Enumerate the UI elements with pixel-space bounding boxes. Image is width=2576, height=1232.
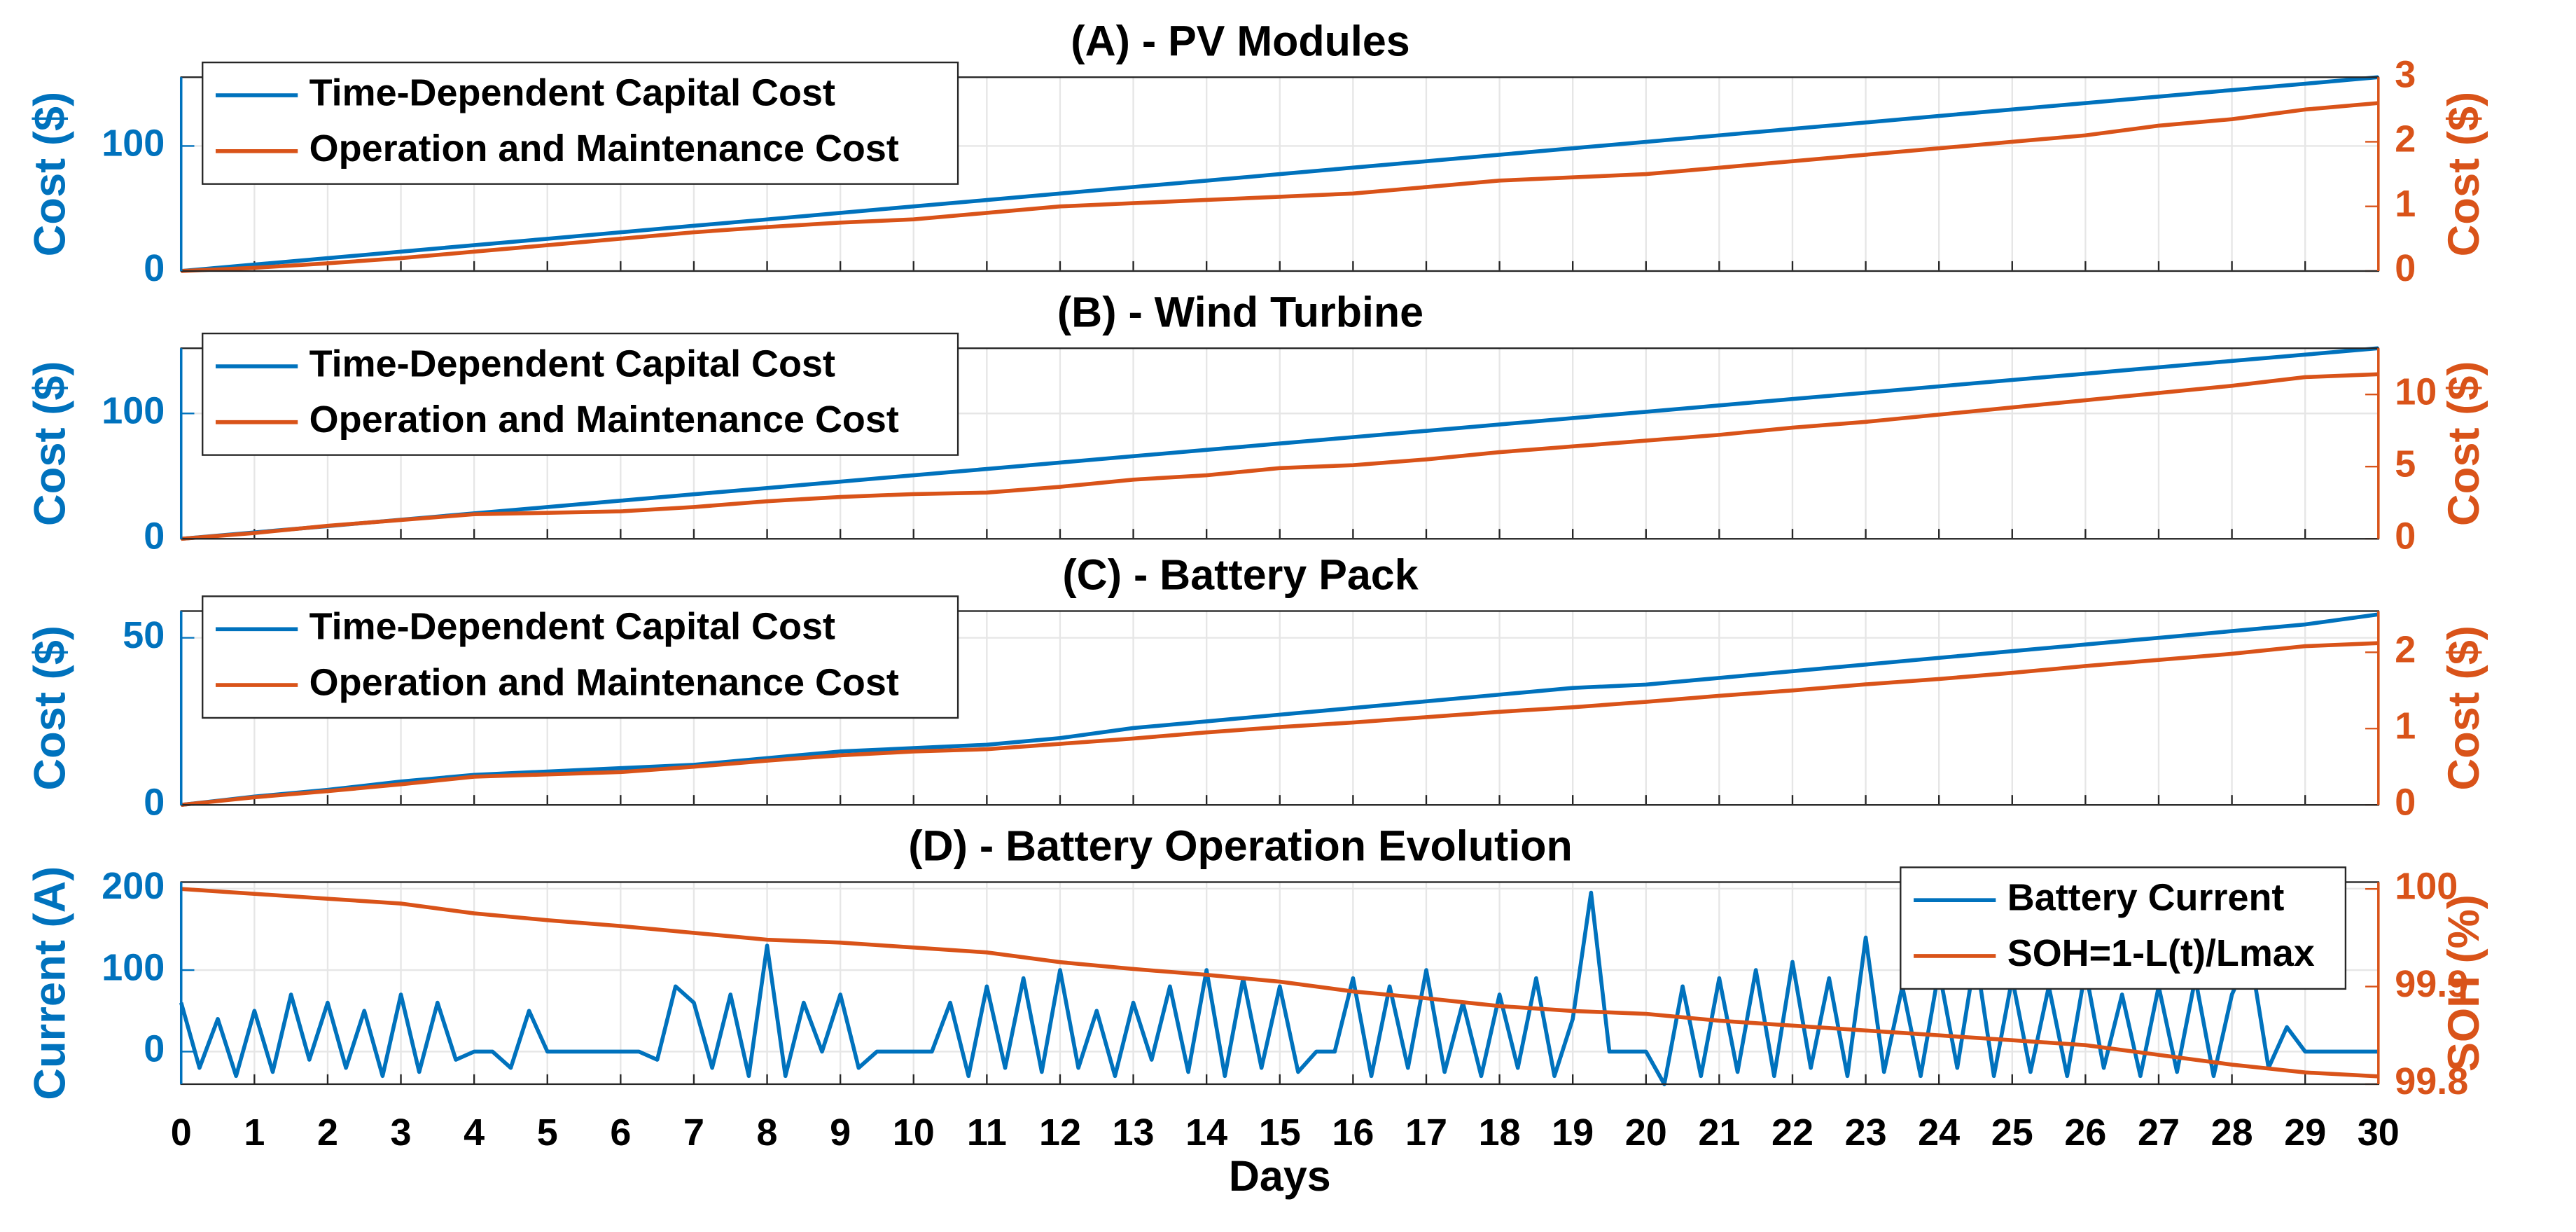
legend: Battery Current SOH=1-L(t)/Lmax — [1900, 866, 2347, 990]
series-line — [181, 75, 2379, 273]
legend: Time-Dependent Capital Cost Operation and… — [202, 595, 959, 719]
x-tick-label: 7 — [683, 1112, 704, 1154]
y-tick-label: 100 — [102, 390, 165, 432]
series-line — [181, 346, 2379, 541]
y-tick-label: 100 — [102, 123, 165, 165]
y2-tick-label: 1 — [2395, 183, 2416, 225]
chart-title: (A) - PV Modules — [1071, 17, 1409, 64]
y2-tick-label: 2 — [2395, 118, 2416, 160]
y-tick-label: 100 — [102, 946, 165, 988]
series-line — [181, 641, 2379, 808]
y2-axis-label: Cost ($) — [2439, 92, 2488, 257]
legend-label: Operation and Maintenance Cost — [309, 399, 899, 441]
x-tick-label: 19 — [1552, 1112, 1594, 1154]
legend-box — [202, 332, 959, 456]
x-tick-label: 6 — [610, 1112, 631, 1154]
legend-box — [202, 61, 959, 185]
legend: Time-Dependent Capital Cost Operation and… — [202, 332, 959, 456]
x-tick-label: 24 — [1918, 1112, 1960, 1154]
y2-axis-label: Cost ($) — [2439, 361, 2488, 526]
x-tick-label: 14 — [1185, 1112, 1227, 1154]
legend-label: Time-Dependent Capital Cost — [309, 71, 835, 113]
x-tick-label: 20 — [1625, 1112, 1667, 1154]
legend-label: Time-Dependent Capital Cost — [309, 342, 835, 385]
legend-label: Operation and Maintenance Cost — [309, 661, 899, 703]
x-tick-label: 4 — [464, 1112, 485, 1154]
chart-title: (C) - Battery Pack — [1062, 551, 1418, 599]
y-tick-label: 0 — [144, 515, 165, 558]
x-tick-label: 17 — [1405, 1112, 1447, 1154]
x-tick-label: 9 — [830, 1112, 851, 1154]
y2-tick-label: 99.8 — [2395, 1060, 2468, 1102]
x-tick-label: 10 — [893, 1112, 935, 1154]
x-tick-label: 18 — [1479, 1112, 1521, 1154]
legend-box — [202, 595, 959, 719]
x-tick-label: 22 — [1771, 1112, 1813, 1154]
x-tick-label: 29 — [2284, 1112, 2326, 1154]
y-tick-label: 0 — [144, 781, 165, 823]
y2-tick-label: 0 — [2395, 781, 2416, 823]
x-tick-label: 1 — [244, 1112, 265, 1154]
legend-label: Time-Dependent Capital Cost — [309, 606, 835, 648]
x-tick-label: 15 — [1259, 1112, 1301, 1154]
y2-tick-label: 99.9 — [2395, 963, 2468, 1005]
x-tick-label: 23 — [1845, 1112, 1887, 1154]
series-line — [181, 612, 2379, 808]
x-tick-label: 2 — [317, 1112, 338, 1154]
legend-label: SOH=1-L(t)/Lmax — [2007, 932, 2315, 974]
x-tick-label: 5 — [537, 1112, 558, 1154]
y-axis-label: Current (A) — [26, 866, 75, 1100]
x-tick-label: 21 — [1698, 1112, 1740, 1154]
x-tick-label: 30 — [2358, 1112, 2400, 1154]
y-axis-label: Cost ($) — [26, 92, 75, 257]
chart-title: (D) - Battery Operation Evolution — [908, 822, 1572, 870]
y-axis-label: Cost ($) — [26, 625, 75, 791]
x-tick-label: 12 — [1039, 1112, 1081, 1154]
x-tick-label: 8 — [757, 1112, 778, 1154]
x-tick-label: 16 — [1332, 1112, 1374, 1154]
y-tick-label: 0 — [144, 1028, 165, 1070]
y2-axis-label: SOH (%) — [2439, 894, 2488, 1072]
y-tick-label: 50 — [123, 614, 165, 656]
legend-label: Operation and Maintenance Cost — [309, 127, 899, 169]
y2-tick-label: 100 — [2395, 865, 2458, 907]
x-tick-label: 28 — [2211, 1112, 2253, 1154]
x-axis-label: Days — [1229, 1152, 1331, 1200]
y2-tick-label: 0 — [2395, 515, 2416, 558]
legend-label: Battery Current — [2007, 876, 2285, 918]
series-line — [181, 101, 2379, 273]
legend-box — [1900, 866, 2347, 990]
y2-tick-label: 2 — [2395, 629, 2416, 671]
y-tick-label: 200 — [102, 865, 165, 907]
x-tick-label: 27 — [2138, 1112, 2180, 1154]
x-tick-label: 0 — [171, 1112, 192, 1154]
y2-axis-label: Cost ($) — [2439, 625, 2488, 791]
y2-tick-label: 3 — [2395, 53, 2416, 95]
y2-tick-label: 1 — [2395, 705, 2416, 747]
series-line — [181, 887, 2379, 1079]
x-tick-label: 26 — [2064, 1112, 2106, 1154]
y-axis-label: Cost ($) — [26, 361, 75, 526]
x-tick-label: 11 — [967, 1112, 1007, 1154]
legend: Time-Dependent Capital Cost Operation and… — [202, 61, 959, 185]
series-line — [181, 372, 2379, 541]
y2-tick-label: 10 — [2395, 371, 2437, 413]
y2-tick-label: 0 — [2395, 247, 2416, 289]
x-tick-label: 25 — [1991, 1112, 2033, 1154]
x-tick-label: 13 — [1113, 1112, 1155, 1154]
y-tick-label: 0 — [144, 247, 165, 289]
x-tick-label: 3 — [391, 1112, 412, 1154]
chart-title: (B) - Wind Turbine — [1057, 288, 1423, 335]
y2-tick-label: 5 — [2395, 443, 2416, 485]
